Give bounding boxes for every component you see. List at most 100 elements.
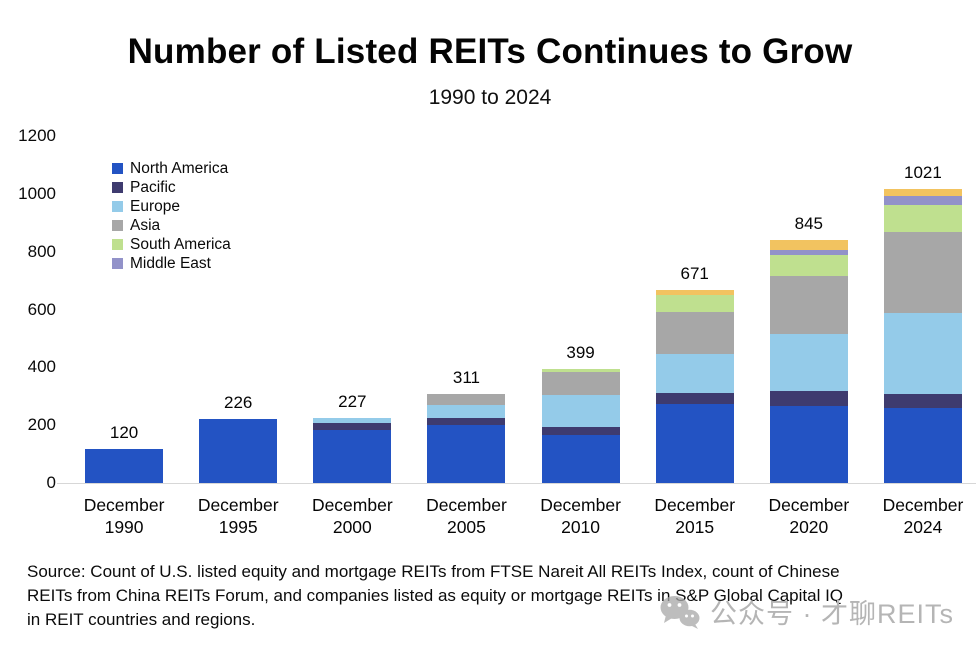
bar-segment [769, 250, 848, 255]
x-tick-line: December [882, 495, 964, 515]
x-tick-line: 2015 [675, 517, 715, 537]
x-tick-line: December [83, 495, 165, 515]
bar-segment [313, 418, 392, 424]
bar-segment [883, 231, 962, 313]
bar-column: 845 [752, 137, 866, 484]
bar-segment [883, 312, 962, 394]
bar-column: 671 [638, 137, 752, 484]
x-tick-label: December 2005 [409, 494, 523, 538]
bar-segment [655, 354, 734, 394]
legend-label: Asia [130, 216, 161, 234]
legend: North America Pacific Europe Asia South Amer… [112, 159, 231, 273]
x-tick-line: 1990 [104, 517, 144, 537]
bar-segment [541, 368, 620, 372]
x-tick-line: December [654, 495, 736, 515]
x-tick-line: December [540, 495, 621, 515]
bar-value-label: 226 [224, 392, 253, 412]
bar-segment [427, 418, 506, 425]
bar-segment [313, 423, 392, 430]
bar-segment [769, 276, 848, 335]
bar-column: 311 [409, 137, 523, 484]
bar-segment [769, 239, 848, 251]
bar-segment [85, 449, 164, 484]
watermark-text: 公众号 · 才聊REITs [709, 599, 954, 629]
bar-segment [655, 403, 734, 484]
x-tick-label: December 2010 [524, 494, 638, 538]
x-tick-line: 2000 [332, 517, 372, 537]
bar-column: 1021 [866, 137, 980, 484]
bar-segment [427, 394, 506, 406]
legend-swatch [112, 220, 123, 231]
bar-segment [541, 426, 620, 435]
legend-swatch [112, 201, 123, 212]
legend-item-middle-east: Middle East [112, 254, 231, 273]
source-note: Source: Count of U.S. listed equity and … [27, 562, 844, 629]
bar [199, 418, 278, 484]
x-tick-line: 2024 [903, 517, 943, 537]
bar [769, 239, 848, 484]
bar-segment [541, 394, 620, 427]
legend-swatch [112, 239, 123, 250]
bar-segment [655, 290, 734, 295]
bar-segment [769, 405, 848, 484]
legend-label: Middle East [130, 254, 211, 272]
x-tick-line: December [768, 495, 850, 515]
x-tick-line: 2005 [446, 517, 486, 537]
legend-item-pacific: Pacific [112, 178, 231, 197]
bar-segment [883, 188, 962, 197]
bar-value-label: 845 [794, 213, 823, 233]
x-tick-label: December 1990 [67, 494, 181, 538]
x-tick-line: December [426, 495, 507, 515]
chart-subtitle: 1990 to 2024 [428, 86, 552, 109]
x-tick-line: December [197, 495, 279, 515]
bar-column: 120 [67, 137, 181, 484]
y-tick-label: 1200 [18, 126, 56, 145]
legend-item-north-america: North America [112, 159, 231, 178]
bar [427, 394, 506, 484]
bar-segment [769, 254, 848, 277]
bar [655, 290, 734, 484]
bar [313, 418, 392, 484]
bar-column: 226 [181, 137, 295, 484]
x-tick-line: December [311, 495, 393, 515]
bar-segment [655, 312, 734, 355]
watermark: 公众号 · 才聊REITs [659, 592, 954, 631]
bar-segment [883, 407, 962, 484]
bar-column: 227 [295, 137, 409, 484]
legend-label: Europe [130, 197, 180, 215]
y-tick-label: 600 [27, 299, 56, 319]
bar [883, 188, 962, 484]
bar-segment [655, 294, 734, 313]
y-tick-label: 800 [27, 241, 56, 261]
bar-value-label: 227 [338, 392, 367, 412]
legend-swatch [112, 182, 123, 193]
bar-segment [769, 334, 848, 392]
legend-item-asia: Asia [112, 216, 231, 235]
x-tick-line: 1995 [218, 517, 258, 537]
x-axis-labels: December 1990 December 1995 December 2000 Dece… [67, 494, 980, 538]
y-tick-label: 400 [27, 357, 56, 377]
bar-segment [883, 196, 962, 206]
x-tick-line: 2010 [561, 517, 601, 537]
legend-label: North America [130, 159, 229, 177]
bar-segment [427, 405, 506, 419]
legend-swatch [112, 163, 123, 174]
x-tick-label: December 1995 [181, 494, 295, 538]
bar-value-label: 120 [109, 423, 139, 443]
plot-area: 0 200 400 600 800 1000 1200 120 226 227 311 399 671… [18, 126, 980, 492]
bar-segment [199, 418, 278, 484]
x-axis-line [57, 483, 976, 484]
x-tick-label: December 2024 [866, 494, 980, 538]
bar-segment [769, 391, 848, 406]
y-tick-label: 200 [27, 415, 56, 435]
x-tick-line: 2020 [789, 517, 829, 537]
legend-item-europe: Europe [112, 197, 231, 216]
bar-segment [883, 393, 962, 408]
bar-segment [883, 205, 962, 232]
legend-swatch [112, 258, 123, 269]
bar-value-label: 1021 [904, 162, 942, 182]
bar-column: 399 [524, 137, 638, 484]
y-tick-label: 1000 [18, 183, 56, 203]
bar-segment [541, 434, 620, 484]
